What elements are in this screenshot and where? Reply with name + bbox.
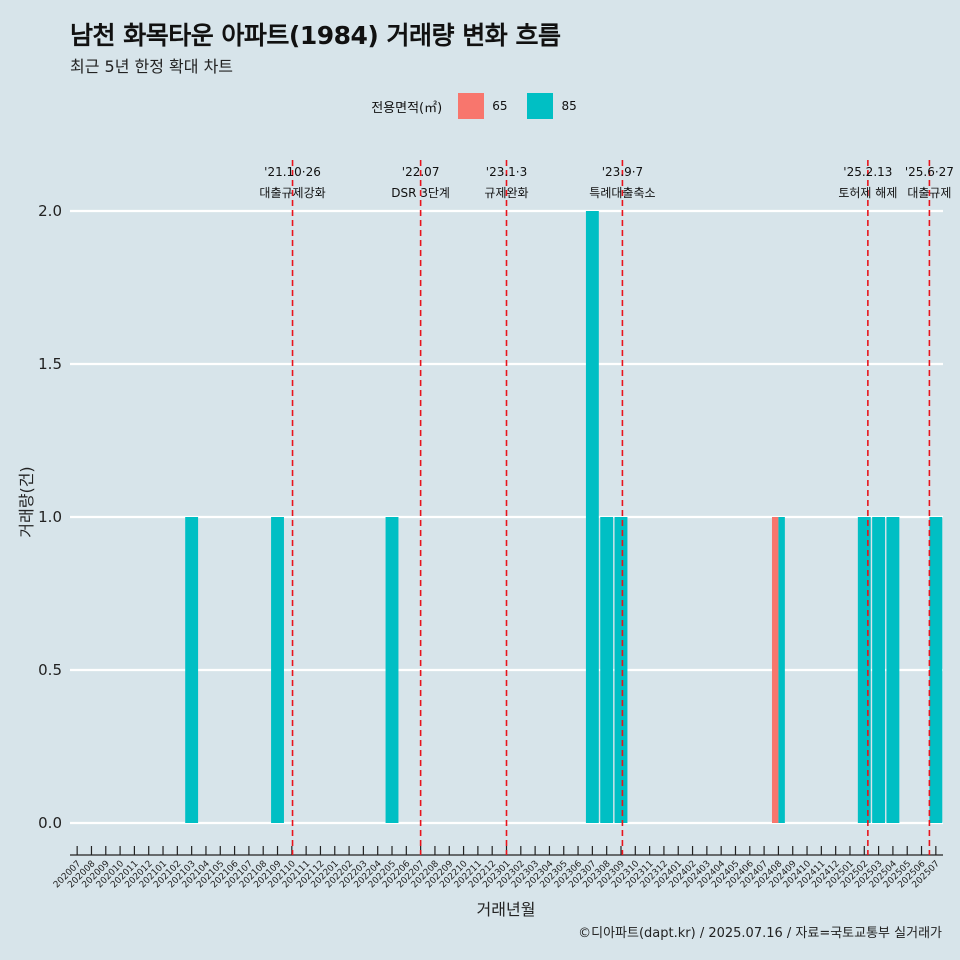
legend-title: 전용면적(㎡) (371, 100, 443, 116)
x-axis-title: 거래년월 (477, 900, 536, 919)
bar-202103-85 (185, 517, 199, 823)
event-label: 토허제 해제 (838, 186, 897, 200)
bar-202408-85 (778, 517, 785, 823)
event-date: '25.2.13 (843, 165, 892, 179)
y-tick-label: 2.0 (38, 202, 62, 220)
bar-202504-85 (886, 517, 900, 823)
event-date: '21.10·26 (264, 165, 321, 179)
bar-202408-65 (771, 517, 779, 823)
legend-label-65: 65 (492, 99, 508, 113)
legend-key-65 (458, 93, 485, 119)
bar-202308-85 (600, 517, 614, 823)
event-date: '25.6·27 (905, 165, 954, 179)
event-date: '23.1·3 (486, 165, 527, 179)
chart-subtitle: 최근 5년 한정 확대 차트 (70, 57, 234, 76)
legend: 전용면적(㎡) 65 85 (0, 93, 960, 119)
y-tick-label: 0.0 (38, 814, 62, 832)
bar-202503-85 (872, 517, 886, 823)
bar-202309-85 (614, 517, 628, 823)
event-label: 대출규제강화 (259, 186, 325, 200)
bar-202205-85 (385, 517, 399, 823)
y-tick-label: 0.5 (38, 661, 62, 679)
event-date: '23.9·7 (602, 165, 643, 179)
bar-202507-85 (929, 517, 943, 823)
bar-202109-85 (271, 517, 284, 823)
legend-key-85 (527, 93, 554, 119)
event-label: 특례대출축소 (589, 186, 655, 200)
bar-202307-85 (585, 211, 599, 823)
event-label: 대출규제 (907, 186, 951, 200)
source-caption: ©디아파트(dapt.kr) / 2025.07.16 / 자료=국토교통부 실… (578, 926, 942, 941)
event-label: 규제완화 (484, 186, 528, 200)
chart-title: 남천 화목타운 아파트(1984) 거래량 변화 흐름 (70, 21, 561, 50)
event-date: '22.07 (402, 165, 440, 179)
y-tick-label: 1.5 (38, 355, 62, 373)
legend-label-85: 85 (561, 99, 577, 113)
y-axis-title: 거래량(건) (17, 466, 36, 537)
bar-202502-85 (857, 517, 871, 823)
event-label: DSR 3단계 (391, 186, 450, 200)
y-tick-label: 1.0 (38, 508, 62, 526)
